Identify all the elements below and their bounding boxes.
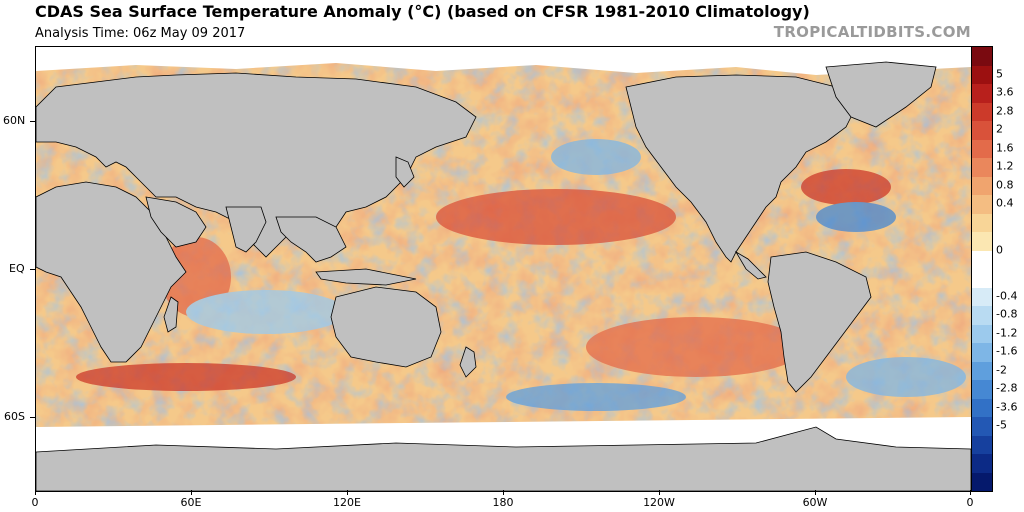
colorbar-segment: [972, 102, 992, 121]
colorbar-segment: [972, 121, 992, 140]
colorbar-label: 0.8: [996, 178, 1014, 192]
lon-tick-0-east: [970, 490, 971, 495]
lon-label-60w: 60W: [802, 496, 828, 509]
lat-tick-60n: [30, 121, 35, 122]
cool-patch-west-atlantic: [816, 202, 896, 232]
map-canvas: [36, 47, 971, 491]
land-arabia: [145, 196, 207, 248]
colorbar-segment: [972, 361, 992, 380]
land-india: [225, 206, 267, 253]
anomaly-colorbar: [971, 46, 993, 492]
colorbar-segment: [972, 454, 992, 473]
lon-label-0-east: 0: [966, 496, 974, 509]
colorbar-label: 2: [996, 122, 1003, 136]
land-masses: [36, 61, 971, 491]
cool-patch-south-indian: [186, 290, 346, 334]
land-africa: [36, 181, 187, 363]
land-madagascar: [163, 296, 179, 333]
colorbar-segment: [972, 435, 992, 454]
analysis-time: Analysis Time: 06z May 09 2017: [35, 26, 246, 41]
colorbar-segment: [972, 213, 992, 232]
land-indonesia: [315, 268, 417, 286]
cool-patch-north-pacific: [551, 139, 641, 175]
cool-patch-southern-ocean: [506, 383, 686, 411]
land-antarctica: [36, 426, 971, 491]
site-credit: TROPICALTIDBITS.COM: [773, 23, 971, 41]
land-new-zealand: [459, 346, 477, 378]
lon-tick-180: [503, 490, 504, 495]
colorbar-segment: [972, 306, 992, 325]
colorbar-label: -2.8: [996, 381, 1018, 395]
sst-anomaly-map: [35, 46, 972, 492]
warm-patch-north-pacific: [436, 189, 676, 245]
anomaly-patches: [76, 139, 966, 411]
colorbar-label: 2.8: [996, 104, 1014, 118]
lon-label-0-west: 0: [31, 496, 39, 509]
colorbar-label: -3.6: [996, 400, 1018, 414]
colorbar-segment: [972, 269, 992, 288]
land-south-america: [767, 251, 872, 393]
colorbar-label: -1.6: [996, 344, 1018, 358]
land-southeast-asia: [275, 216, 347, 263]
lat-label-60n: 60N: [3, 114, 26, 127]
land-australia: [330, 286, 442, 368]
lat-tick-60s: [30, 417, 35, 418]
warm-patch-east-pacific: [586, 317, 806, 377]
land-japan: [395, 156, 415, 188]
lon-tick-120e: [347, 490, 348, 495]
lon-label-180: 180: [492, 496, 514, 509]
land-central-america: [734, 250, 767, 280]
lon-tick-120w: [659, 490, 660, 495]
colorbar-segment: [972, 139, 992, 158]
colorbar-segment: [972, 417, 992, 436]
lat-tick-equator: [30, 269, 35, 270]
colorbar-label: 0: [996, 243, 1003, 256]
colorbar-label: 1.6: [996, 141, 1014, 155]
land-greenland: [825, 61, 937, 128]
colorbar-segment: [972, 250, 992, 269]
lon-tick-60w: [815, 490, 816, 495]
colorbar-segment: [972, 158, 992, 177]
colorbar-label: -0.8: [996, 307, 1018, 321]
colorbar-segment: [972, 472, 992, 491]
colorbar-label: 3.6: [996, 85, 1014, 99]
colorbar-segment: [972, 84, 992, 103]
colorbar-segment: [972, 176, 992, 195]
colorbar-segment: [972, 324, 992, 343]
lon-label-120w: 120W: [643, 496, 675, 509]
map-title: CDAS Sea Surface Temperature Anomaly (°C…: [35, 2, 810, 21]
colorbar-segment: [972, 287, 992, 306]
colorbar-label: 5: [996, 67, 1003, 81]
cool-patch-south-atlantic: [846, 357, 966, 397]
lon-label-120e: 120E: [333, 496, 361, 509]
arctic-sea-ice: [36, 47, 971, 75]
colorbar-segment: [972, 232, 992, 251]
colorbar-segment: [972, 65, 992, 84]
colorbar-segment: [972, 398, 992, 417]
colorbar-segment: [972, 195, 992, 214]
colorbar-label: 1.2: [996, 159, 1014, 173]
colorbar-label: -5: [996, 418, 1007, 432]
colorbar-segment: [972, 343, 992, 362]
colorbar-segment: [972, 47, 992, 66]
lon-label-60e: 60E: [180, 496, 202, 509]
colorbar-label: 0.4: [996, 196, 1014, 210]
colorbar-segment: [972, 380, 992, 399]
lon-tick-0-west: [35, 490, 36, 495]
colorbar-label: -2: [996, 363, 1007, 377]
lat-label-60s: 60S: [4, 410, 25, 423]
colorbar-label: -1.2: [996, 326, 1018, 340]
warm-patch-south-indian: [76, 363, 296, 391]
lat-label-equator: EQ: [9, 262, 25, 275]
lon-tick-60e: [191, 490, 192, 495]
colorbar-label: -0.4: [996, 289, 1018, 303]
warm-patch-north-atlantic: [801, 169, 891, 205]
